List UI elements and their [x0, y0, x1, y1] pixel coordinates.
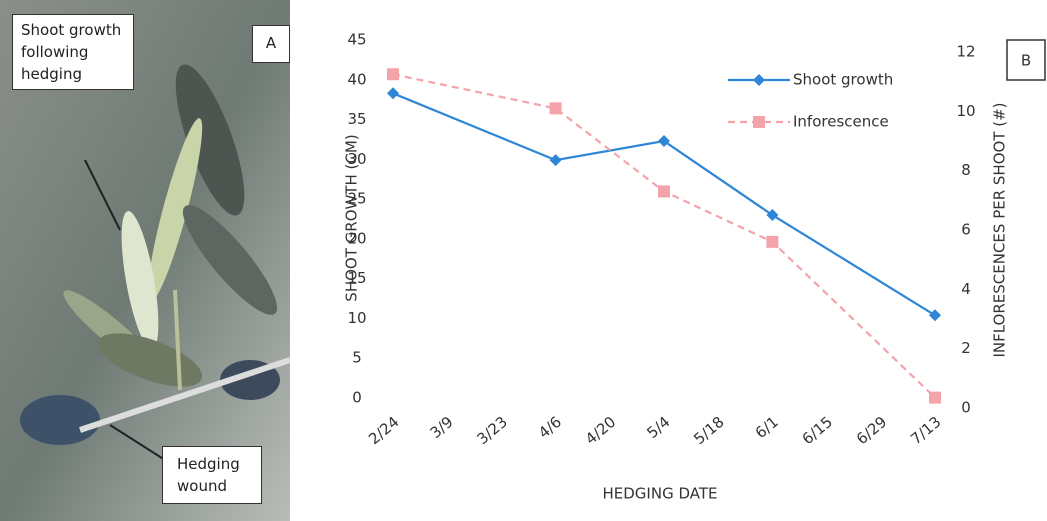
- x-tick-label: 4/20: [582, 413, 619, 448]
- y2-tick-label: 12: [956, 43, 975, 61]
- x-tick-label: 2/24: [365, 413, 402, 448]
- y-tick-label: 0: [352, 389, 362, 407]
- x-tick-label: 3/9: [427, 413, 457, 442]
- data-point: [766, 236, 778, 248]
- y2-tick-label: 4: [961, 280, 971, 298]
- y2-tick-label: 6: [961, 221, 971, 239]
- annotation: Hedging wound: [162, 446, 262, 504]
- x-tick-label: 4/6: [535, 413, 565, 442]
- y-tick-label: 5: [352, 349, 362, 367]
- data-point: [929, 309, 941, 321]
- panel-label: A: [252, 25, 290, 63]
- y-tick-label: 45: [347, 31, 366, 49]
- x-tick-label: 5/4: [643, 413, 673, 442]
- data-point: [550, 154, 562, 166]
- data-point: [550, 102, 562, 114]
- annotation: Shoot growth following hedging: [12, 14, 134, 90]
- page: Shoot growth following hedging A Hedging…: [0, 0, 1047, 521]
- y2-axis-title: INFLORESCENCES PER SHOOT (#): [991, 102, 1009, 357]
- data-point: [766, 209, 778, 221]
- chart: HEDGING DATE SHOOT GROWTH (CM) INFLORESC…: [290, 0, 1047, 521]
- x-tick-label: 6/29: [853, 413, 890, 448]
- y-tick-label: 25: [347, 190, 366, 208]
- y-tick-label: 20: [347, 229, 366, 247]
- data-point: [658, 185, 670, 197]
- x-tick-label: 5/18: [690, 413, 727, 448]
- y-tick-label: 35: [347, 110, 366, 128]
- x-tick-label: 6/1: [752, 413, 782, 442]
- x-tick-label: 3/23: [473, 413, 510, 448]
- data-point: [929, 392, 941, 404]
- y-tick-label: 30: [347, 150, 366, 168]
- data-point: [658, 135, 670, 147]
- y-tick-label: 15: [347, 269, 366, 287]
- legend-marker: [753, 74, 765, 86]
- data-point: [387, 87, 399, 99]
- y2-tick-label: 8: [961, 161, 971, 179]
- legend-label: Shoot growth: [793, 71, 893, 89]
- data-point: [387, 68, 399, 80]
- y2-tick-label: 0: [961, 399, 971, 417]
- y2-tick-label: 2: [961, 339, 971, 357]
- legend-marker: [753, 116, 765, 128]
- x-axis-title: HEDGING DATE: [603, 485, 718, 503]
- y-tick-label: 40: [347, 70, 366, 88]
- y-tick-label: 10: [347, 309, 366, 327]
- x-tick-label: 6/15: [799, 413, 836, 448]
- x-tick-label: 7/13: [907, 413, 944, 448]
- legend-label: Inforescence: [793, 113, 889, 131]
- panel-label: B: [1021, 52, 1031, 70]
- y2-tick-label: 10: [956, 102, 975, 120]
